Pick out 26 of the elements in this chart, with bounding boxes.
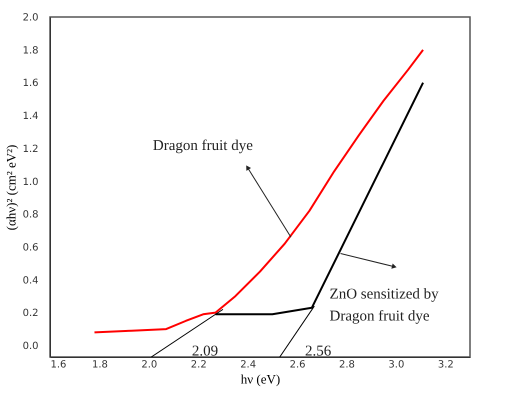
x-tick-label: 2.4: [240, 360, 256, 370]
y-tick-label: 0.4: [22, 275, 38, 286]
x-tick-label: 2.8: [339, 360, 355, 370]
annotation: ZnO sensitized by Dragon fruit dye: [330, 286, 440, 325]
y-tick-label: 1.0: [22, 176, 38, 188]
y-axis-title: (αhν)² (cm² eV²): [4, 144, 19, 230]
x-axis-title: hν (eV): [240, 372, 280, 386]
x-tick-label: 2.2: [190, 360, 207, 370]
x-tick-label: 2.6: [290, 360, 306, 370]
y-tick-label: 0.0: [22, 341, 38, 352]
y-tick-label: 1.2: [22, 144, 38, 155]
x-tick-label: 3.2: [438, 360, 454, 370]
y-tick-label: 2.0: [22, 12, 38, 24]
x-tick-label: 1.8: [92, 360, 108, 370]
x-tick-label: 2.0: [141, 360, 158, 370]
y-tick-label: 0.6: [22, 242, 38, 254]
annotation: 2.09: [192, 344, 218, 360]
y-tick-label: 0.2: [22, 308, 38, 320]
y-tick-label: 0.8: [22, 210, 38, 221]
y-tick-label: 1.4: [22, 111, 38, 122]
annotation: 2.56: [305, 344, 332, 360]
x-tick-label: 3.0: [388, 360, 404, 370]
y-tick-label: 1.6: [22, 78, 38, 90]
annotation: Dragon fruit dye: [152, 138, 254, 154]
x-tick-label: 1.6: [50, 360, 66, 370]
y-tick-label: 1.8: [22, 45, 38, 56]
